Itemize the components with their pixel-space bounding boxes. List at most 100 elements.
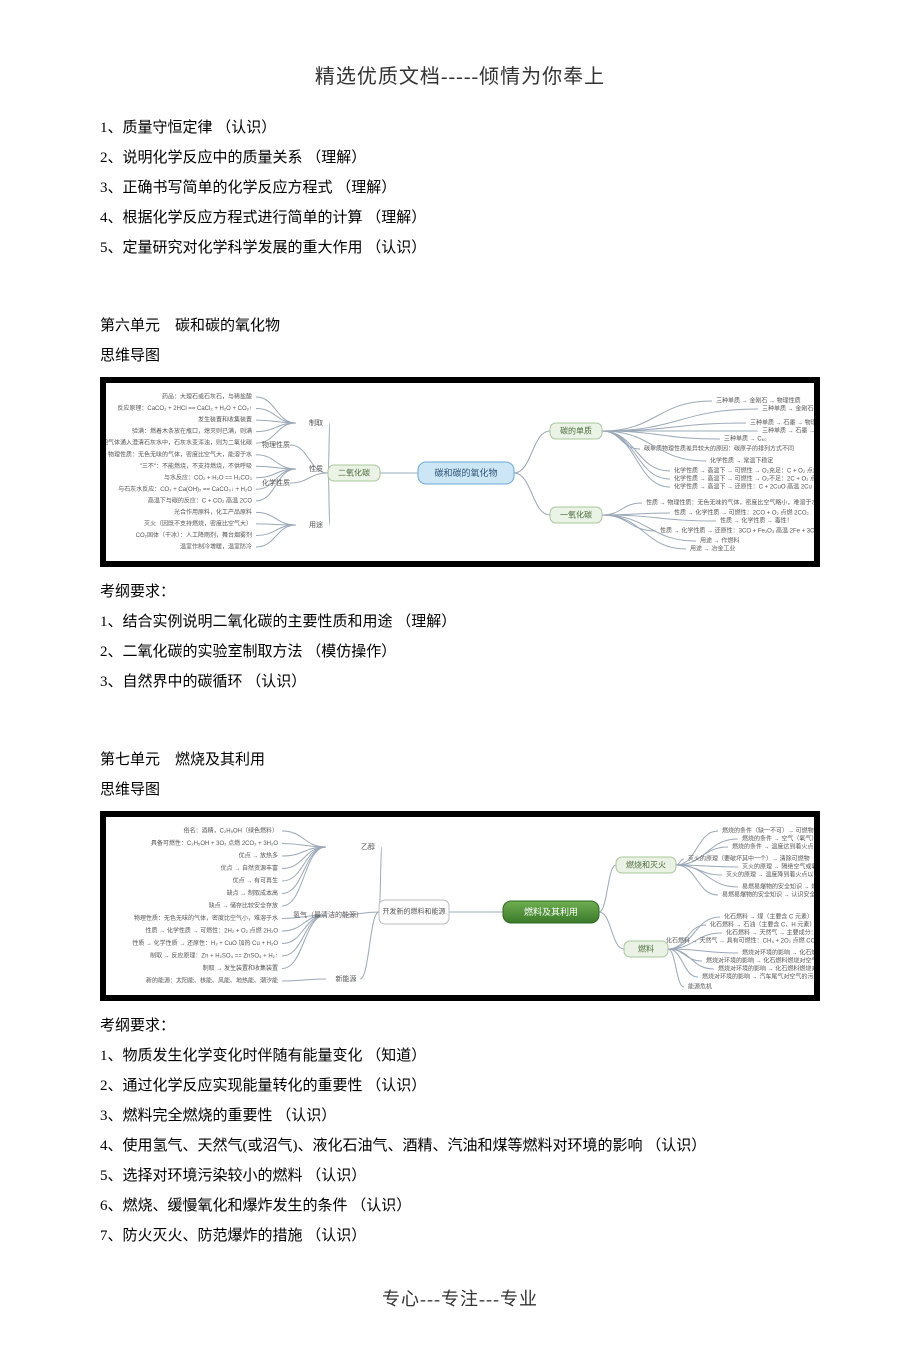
list-item: 1、结合实例说明二氧化碳的主要性质和用途 （理解） [100, 607, 820, 637]
svg-text:制取 → 发生装置和收集装置: 制取 → 发生装置和收集装置 [203, 964, 278, 972]
svg-text:化石燃料 → 天然气 → 具有可燃性：CH₄ + 2O₂ 点: 化石燃料 → 天然气 → 具有可燃性：CH₄ + 2O₂ 点燃 CO₂ + 2H… [666, 937, 814, 945]
svg-text:性质 → 化学性质 → 还原性：3CO + Fe₂O₃ 高温: 性质 → 化学性质 → 还原性：3CO + Fe₂O₃ 高温 2Fe + 3CO… [660, 527, 814, 535]
svg-text:药品：大理石或石灰石，与稀盐酸: 药品：大理石或石灰石，与稀盐酸 [162, 393, 252, 401]
svg-text:能源危机: 能源危机 [688, 983, 712, 991]
svg-text:灭火的原理 → 温度降到着火点以下: 灭火的原理 → 温度降到着火点以下 [726, 871, 814, 879]
unit6-req-heading: 考纲要求： [100, 577, 820, 607]
list-item: 3、燃料完全燃烧的重要性 （认识） [100, 1101, 820, 1131]
svg-text:化石燃料 → 石油（主要含 C、H 元素）: 化石燃料 → 石油（主要含 C、H 元素） [710, 921, 814, 929]
svg-text:碳单质物理性质差异较大的原因：碳原子的排列方式不同: 碳单质物理性质差异较大的原因：碳原子的排列方式不同 [644, 445, 794, 453]
svg-text:新能源: 新能源 [336, 974, 357, 983]
svg-text:"三不"：不能燃烧，不支持燃烧，不供呼吸: "三不"：不能燃烧，不支持燃烧，不供呼吸 [140, 462, 252, 470]
svg-text:氢气（最清洁的能源）: 氢气（最清洁的能源） [293, 910, 363, 919]
svg-text:物理性质：无色无味的气体，密度比空气小，难溶于水: 物理性质：无色无味的气体，密度比空气小，难溶于水 [134, 914, 278, 922]
svg-text:燃烧对环境的影响 → 化石燃料燃烧对空气的污染 → 产生固体: 燃烧对环境的影响 → 化石燃料燃烧对空气的污染 → 产生固体烟尘物 [718, 965, 814, 973]
svg-text:化学性质: 化学性质 [262, 478, 290, 487]
unit6-subheading: 思维导图 [100, 341, 820, 371]
svg-text:用途: 用途 [309, 520, 323, 529]
list-item: 3、正确书写简单的化学反应方程式 （理解） [100, 173, 820, 203]
svg-text:物理性质：无色无味的气体，密度比空气大，能溶于水: 物理性质：无色无味的气体，密度比空气大，能溶于水 [108, 450, 252, 458]
svg-text:三种单质 → 金刚石 → 物理性质: 三种单质 → 金刚石 → 物理性质 [716, 397, 801, 405]
svg-text:二氧化碳: 二氧化碳 [338, 468, 370, 478]
section-a: 1、质量守恒定律 （认识） 2、说明化学反应中的质量关系 （理解） 3、正确书写… [100, 113, 820, 263]
svg-text:用途 → 冶金工业: 用途 → 冶金工业 [690, 545, 735, 553]
svg-text:优点 → 自然资源丰富: 优点 → 自然资源丰富 [221, 864, 278, 872]
svg-text:化学性质 → 常温下稳定: 化学性质 → 常温下稳定 [710, 457, 773, 465]
svg-text:灭火的原理（要破坏其中一个）→ 清除可燃物: 灭火的原理（要破坏其中一个）→ 清除可燃物 [688, 855, 810, 863]
list-item: 4、使用氢气、天然气(或沼气)、液化石油气、酒精、汽油和煤等燃料对环境的影响 （… [100, 1131, 820, 1161]
list-item: 1、质量守恒定律 （认识） [100, 113, 820, 143]
list-item: 3、自然界中的碳循环 （认识） [100, 667, 820, 697]
svg-text:燃料: 燃料 [638, 944, 654, 954]
svg-text:燃烧和灭火: 燃烧和灭火 [626, 860, 666, 870]
list-item: 2、说明化学反应中的质量关系 （理解） [100, 143, 820, 173]
svg-text:三种单质 → 石墨 → 物理性质: 三种单质 → 石墨 → 物理性质 [750, 419, 814, 427]
page-header: 精选优质文档-----倾情为你奉上 [100, 60, 820, 89]
svg-text:验满：燃着木条放在瓶口，熄灭则已满，则满: 验满：燃着木条放在瓶口，熄灭则已满，则满 [132, 427, 252, 435]
svg-text:发生装置和收集装置: 发生装置和收集装置 [198, 416, 252, 424]
svg-text:碳和碳的氧化物: 碳和碳的氧化物 [434, 467, 497, 478]
svg-text:优点 → 有可再生: 优点 → 有可再生 [233, 877, 278, 885]
svg-text:燃烧对环境的影响 → 化石燃料燃烧对空气的污染 → 燃烧不充: 燃烧对环境的影响 → 化石燃料燃烧对空气的污染 → 燃烧不充分产生CO [706, 957, 814, 965]
svg-text:易燃易爆物的安全知识 → 爆炸: 易燃易爆物的安全知识 → 爆炸 [742, 883, 814, 891]
list-item: 4、根据化学反应方程式进行简单的计算 （理解） [100, 203, 820, 233]
svg-text:燃烧对环境的影响 → 化石燃料燃烧对空气的污染 → 酸雨: 燃烧对环境的影响 → 化石燃料燃烧对空气的污染 → 酸雨 [742, 949, 814, 957]
svg-text:燃烧对环境的影响 → 汽车尾气对空气的污染: 燃烧对环境的影响 → 汽车尾气对空气的污染 [702, 973, 814, 981]
svg-text:化学性质 → 高温下 → 可燃性 → O₂不足：2C + O: 化学性质 → 高温下 → 可燃性 → O₂不足：2C + O₂ 点燃 2CO [674, 475, 814, 483]
svg-text:燃烧的条件 → 空气（氧气）: 燃烧的条件 → 空气（氧气） [742, 835, 814, 843]
svg-text:乙醇: 乙醇 [361, 842, 375, 851]
svg-text:与水反应：CO₂ + H₂O == H₂CO₃: 与水反应：CO₂ + H₂O == H₂CO₃ [164, 473, 253, 481]
svg-text:三种单质 → C₆₀: 三种单质 → C₆₀ [724, 435, 767, 443]
svg-text:易燃易爆物的安全知识 → 认识安全图标: 易燃易爆物的安全知识 → 认识安全图标 [722, 891, 814, 899]
svg-text:灭火的原理 → 隔绝空气或氧气: 灭火的原理 → 隔绝空气或氧气 [742, 863, 814, 871]
svg-text:制取 → 反应原理：Zn + H₂SO₄ == ZnSO₄: 制取 → 反应原理：Zn + H₂SO₄ == ZnSO₄ + H₂↑ [150, 952, 278, 960]
svg-text:制取: 制取 [309, 418, 323, 427]
svg-text:优点 → 放热多: 优点 → 放热多 [239, 852, 278, 860]
unit7-subheading: 思维导图 [100, 775, 820, 805]
svg-text:化学性质 → 高温下 → 还原性：C + 2CuO 高温 2: 化学性质 → 高温下 → 还原性：C + 2CuO 高温 2Cu + CO₂↑ [674, 483, 814, 491]
svg-text:灭火（因既不支持燃烧，密度比空气大）: 灭火（因既不支持燃烧，密度比空气大） [144, 520, 252, 528]
svg-text:一氧化碳: 一氧化碳 [560, 510, 592, 520]
svg-text:CO₂固体（干冰）：人工降雨剂，舞台烟雾剂: CO₂固体（干冰）：人工降雨剂，舞台烟雾剂 [136, 531, 252, 539]
unit6-heading: 第六单元 碳和碳的氧化物 [100, 311, 820, 341]
list-item: 5、选择对环境污染较小的燃料 （认识） [100, 1161, 820, 1191]
svg-text:燃料及其利用: 燃料及其利用 [524, 906, 578, 917]
svg-text:三种单质 → 石墨 → 用途: 三种单质 → 石墨 → 用途 [762, 427, 814, 435]
svg-text:光合作用原料，化工产品原料: 光合作用原料，化工产品原料 [174, 508, 252, 516]
unit7-diagram: 俗名：酒精，C₂H₅OH（绿色燃料） 具备可燃性：C₂H₅OH + 3O₂ 点燃 … [100, 811, 820, 1001]
unit7-heading: 第七单元 燃烧及其利用 [100, 745, 820, 775]
svg-text:性质 → 化学性质 → 还原性：H₂ + CuO 加热 Cu: 性质 → 化学性质 → 还原性：H₂ + CuO 加热 Cu + H₂O [132, 939, 278, 947]
svg-text:性质: 性质 [309, 464, 323, 473]
svg-text:燃烧的条件 → 温度达到着火点: 燃烧的条件 → 温度达到着火点 [732, 843, 813, 851]
svg-text:检验：把气体通入澄清石灰水中，石灰水变浑浊，则为二氧化碳: 检验：把气体通入澄清石灰水中，石灰水变浑浊，则为二氧化碳 [106, 439, 252, 447]
svg-text:物理性质: 物理性质 [262, 440, 290, 449]
list-item: 1、物质发生化学变化时伴随有能量变化 （知道） [100, 1041, 820, 1071]
svg-text:化学性质 → 高温下 → 可燃性 → O₂充足：C + O₂: 化学性质 → 高温下 → 可燃性 → O₂充足：C + O₂ 点燃 CO₂ [674, 467, 814, 475]
svg-text:反应原理：CaCO₃ + 2HCl == CaCl₂ + H: 反应原理：CaCO₃ + 2HCl == CaCl₂ + H₂O + CO₂↑ [117, 404, 252, 412]
svg-text:化石燃料 → 煤（主要含 C 元素）: 化石燃料 → 煤（主要含 C 元素） [724, 913, 813, 921]
svg-text:高温下与碳的反应：C + CO₂ 高温 2CO: 高温下与碳的反应：C + CO₂ 高温 2CO [148, 496, 253, 504]
svg-text:俗名：酒精，C₂H₅OH（绿色燃料）: 俗名：酒精，C₂H₅OH（绿色燃料） [184, 827, 278, 835]
svg-text:性质 → 化学性质 → 可燃性：2H₂ + O₂ 点燃 2H: 性质 → 化学性质 → 可燃性：2H₂ + O₂ 点燃 2H₂O [145, 927, 278, 935]
svg-text:性质 → 物理性质：无色无味的气体，密度比空气略小，难溶于水: 性质 → 物理性质：无色无味的气体，密度比空气略小，难溶于水 [646, 499, 814, 507]
svg-text:性质 → 化学性质 → 毒性！: 性质 → 化学性质 → 毒性！ [720, 517, 793, 525]
unit6-diagram: 药品：大理石或石灰石，与稀盐酸反应原理：CaCO₃ + 2HCl == CaCl… [100, 377, 820, 567]
list-item: 5、定量研究对化学科学发展的重大作用 （认识） [100, 233, 820, 263]
svg-text:性质 → 化学性质 → 可燃性：2CO + O₂ 点燃 2C: 性质 → 化学性质 → 可燃性：2CO + O₂ 点燃 2CO₂ [674, 509, 810, 517]
svg-text:三种单质 → 金刚石 → 用途: 三种单质 → 金刚石 → 用途 [762, 405, 814, 413]
svg-text:缺点 → 制取成本高: 缺点 → 制取成本高 [227, 889, 278, 897]
list-item: 2、二氧化碳的实验室制取方法 （模仿操作） [100, 637, 820, 667]
page-footer: 专心---专注---专业 [100, 1285, 820, 1311]
svg-text:用途 → 作燃料: 用途 → 作燃料 [700, 537, 739, 545]
list-item: 6、燃烧、缓慢氧化和爆炸发生的条件 （认识） [100, 1191, 820, 1221]
svg-text:缺点 → 储存比较安全存放: 缺点 → 储存比较安全存放 [209, 902, 278, 910]
svg-text:新的能源：太阳能、核能、风能、地热能、潮汐能: 新的能源：太阳能、核能、风能、地热能、潮汐能 [146, 977, 278, 985]
svg-text:化石燃料 → 天然气 → 主要成分：CH₄: 化石燃料 → 天然气 → 主要成分：CH₄ [726, 929, 814, 937]
svg-text:开发新的燃料和能源: 开发新的燃料和能源 [383, 907, 446, 916]
list-item: 2、通过化学反应实现能量转化的重要性 （认识） [100, 1071, 820, 1101]
svg-text:具备可燃性：C₂H₅OH + 3O₂ 点燃 2CO₂ + 3: 具备可燃性：C₂H₅OH + 3O₂ 点燃 2CO₂ + 3H₂O [151, 839, 278, 847]
svg-text:燃烧的条件（缺一不可）→ 可燃物: 燃烧的条件（缺一不可）→ 可燃物 [722, 827, 814, 835]
list-item: 7、防火灭火、防范爆炸的措施 （认识） [100, 1221, 820, 1251]
svg-text:温室作制冷增暖，温室防冷: 温室作制冷增暖，温室防冷 [180, 543, 252, 551]
unit7-req-heading: 考纲要求： [100, 1011, 820, 1041]
